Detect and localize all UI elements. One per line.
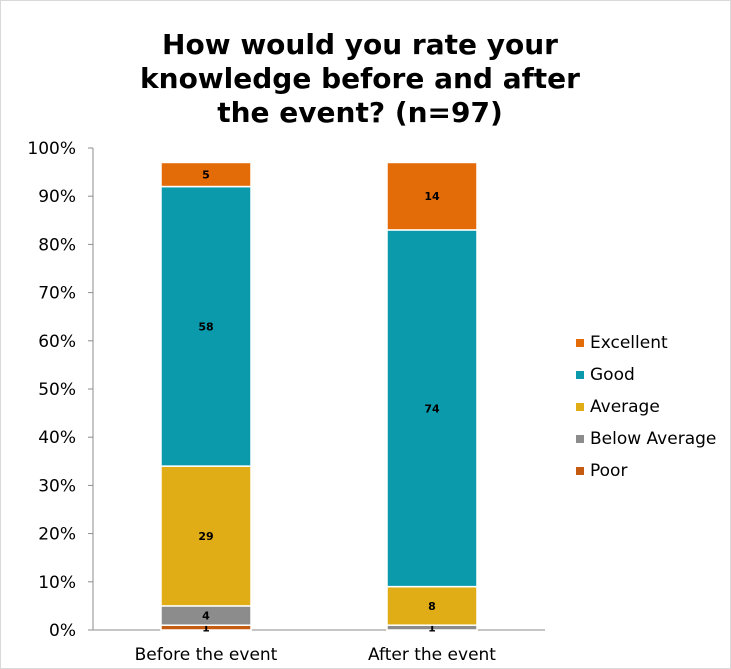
- y-tick-label: 60%: [38, 332, 76, 352]
- bar-segment: [386, 229, 478, 588]
- data-label: 1: [428, 622, 436, 635]
- legend-label: Excellent: [590, 333, 668, 353]
- y-tick-label: 20%: [38, 525, 76, 545]
- legend-swatch: [576, 435, 584, 443]
- legend-item: Excellent: [576, 327, 716, 359]
- legend-item: Good: [576, 359, 716, 391]
- legend-swatch: [576, 467, 584, 475]
- y-tick-label: 0%: [49, 621, 76, 641]
- chart-legend: Excellent Good Average Below Average Poor: [576, 327, 716, 487]
- chart-title: How would you rate your knowledge before…: [140, 28, 580, 129]
- legend-swatch: [576, 403, 584, 411]
- legend-item: Average: [576, 391, 716, 423]
- y-tick-label: 50%: [38, 380, 76, 400]
- y-tick-label: 100%: [27, 139, 76, 159]
- bar-segment: [160, 465, 252, 607]
- y-tick-label: 70%: [38, 284, 76, 304]
- data-label: 1: [202, 622, 210, 635]
- y-tick-label: 40%: [38, 428, 76, 448]
- data-label: 29: [198, 530, 213, 543]
- legend-label: Poor: [590, 461, 628, 481]
- data-label: 8: [428, 600, 436, 613]
- y-tick-label: 10%: [38, 573, 76, 593]
- legend-label: Good: [590, 365, 635, 385]
- bar-segment: [386, 585, 478, 626]
- y-tick-label: 90%: [38, 187, 76, 207]
- legend-swatch: [576, 371, 584, 379]
- y-tick-label: 80%: [38, 235, 76, 255]
- bar-segment: [160, 161, 252, 188]
- data-label: 4: [202, 610, 210, 623]
- x-tick-label: Before the event: [135, 645, 278, 665]
- legend-item: Below Average: [576, 423, 716, 455]
- bar-segment: [160, 185, 252, 467]
- data-label: 5: [202, 169, 210, 182]
- legend-label: Average: [590, 397, 660, 417]
- data-label: 74: [424, 402, 440, 415]
- data-label: 14: [424, 190, 440, 203]
- bar-segment: [386, 161, 478, 231]
- legend-swatch: [576, 339, 584, 347]
- legend-item: Poor: [576, 455, 716, 487]
- data-label: 58: [198, 320, 213, 333]
- y-tick-label: 30%: [38, 476, 76, 496]
- x-tick-label: After the event: [368, 645, 496, 665]
- legend-label: Below Average: [590, 429, 717, 449]
